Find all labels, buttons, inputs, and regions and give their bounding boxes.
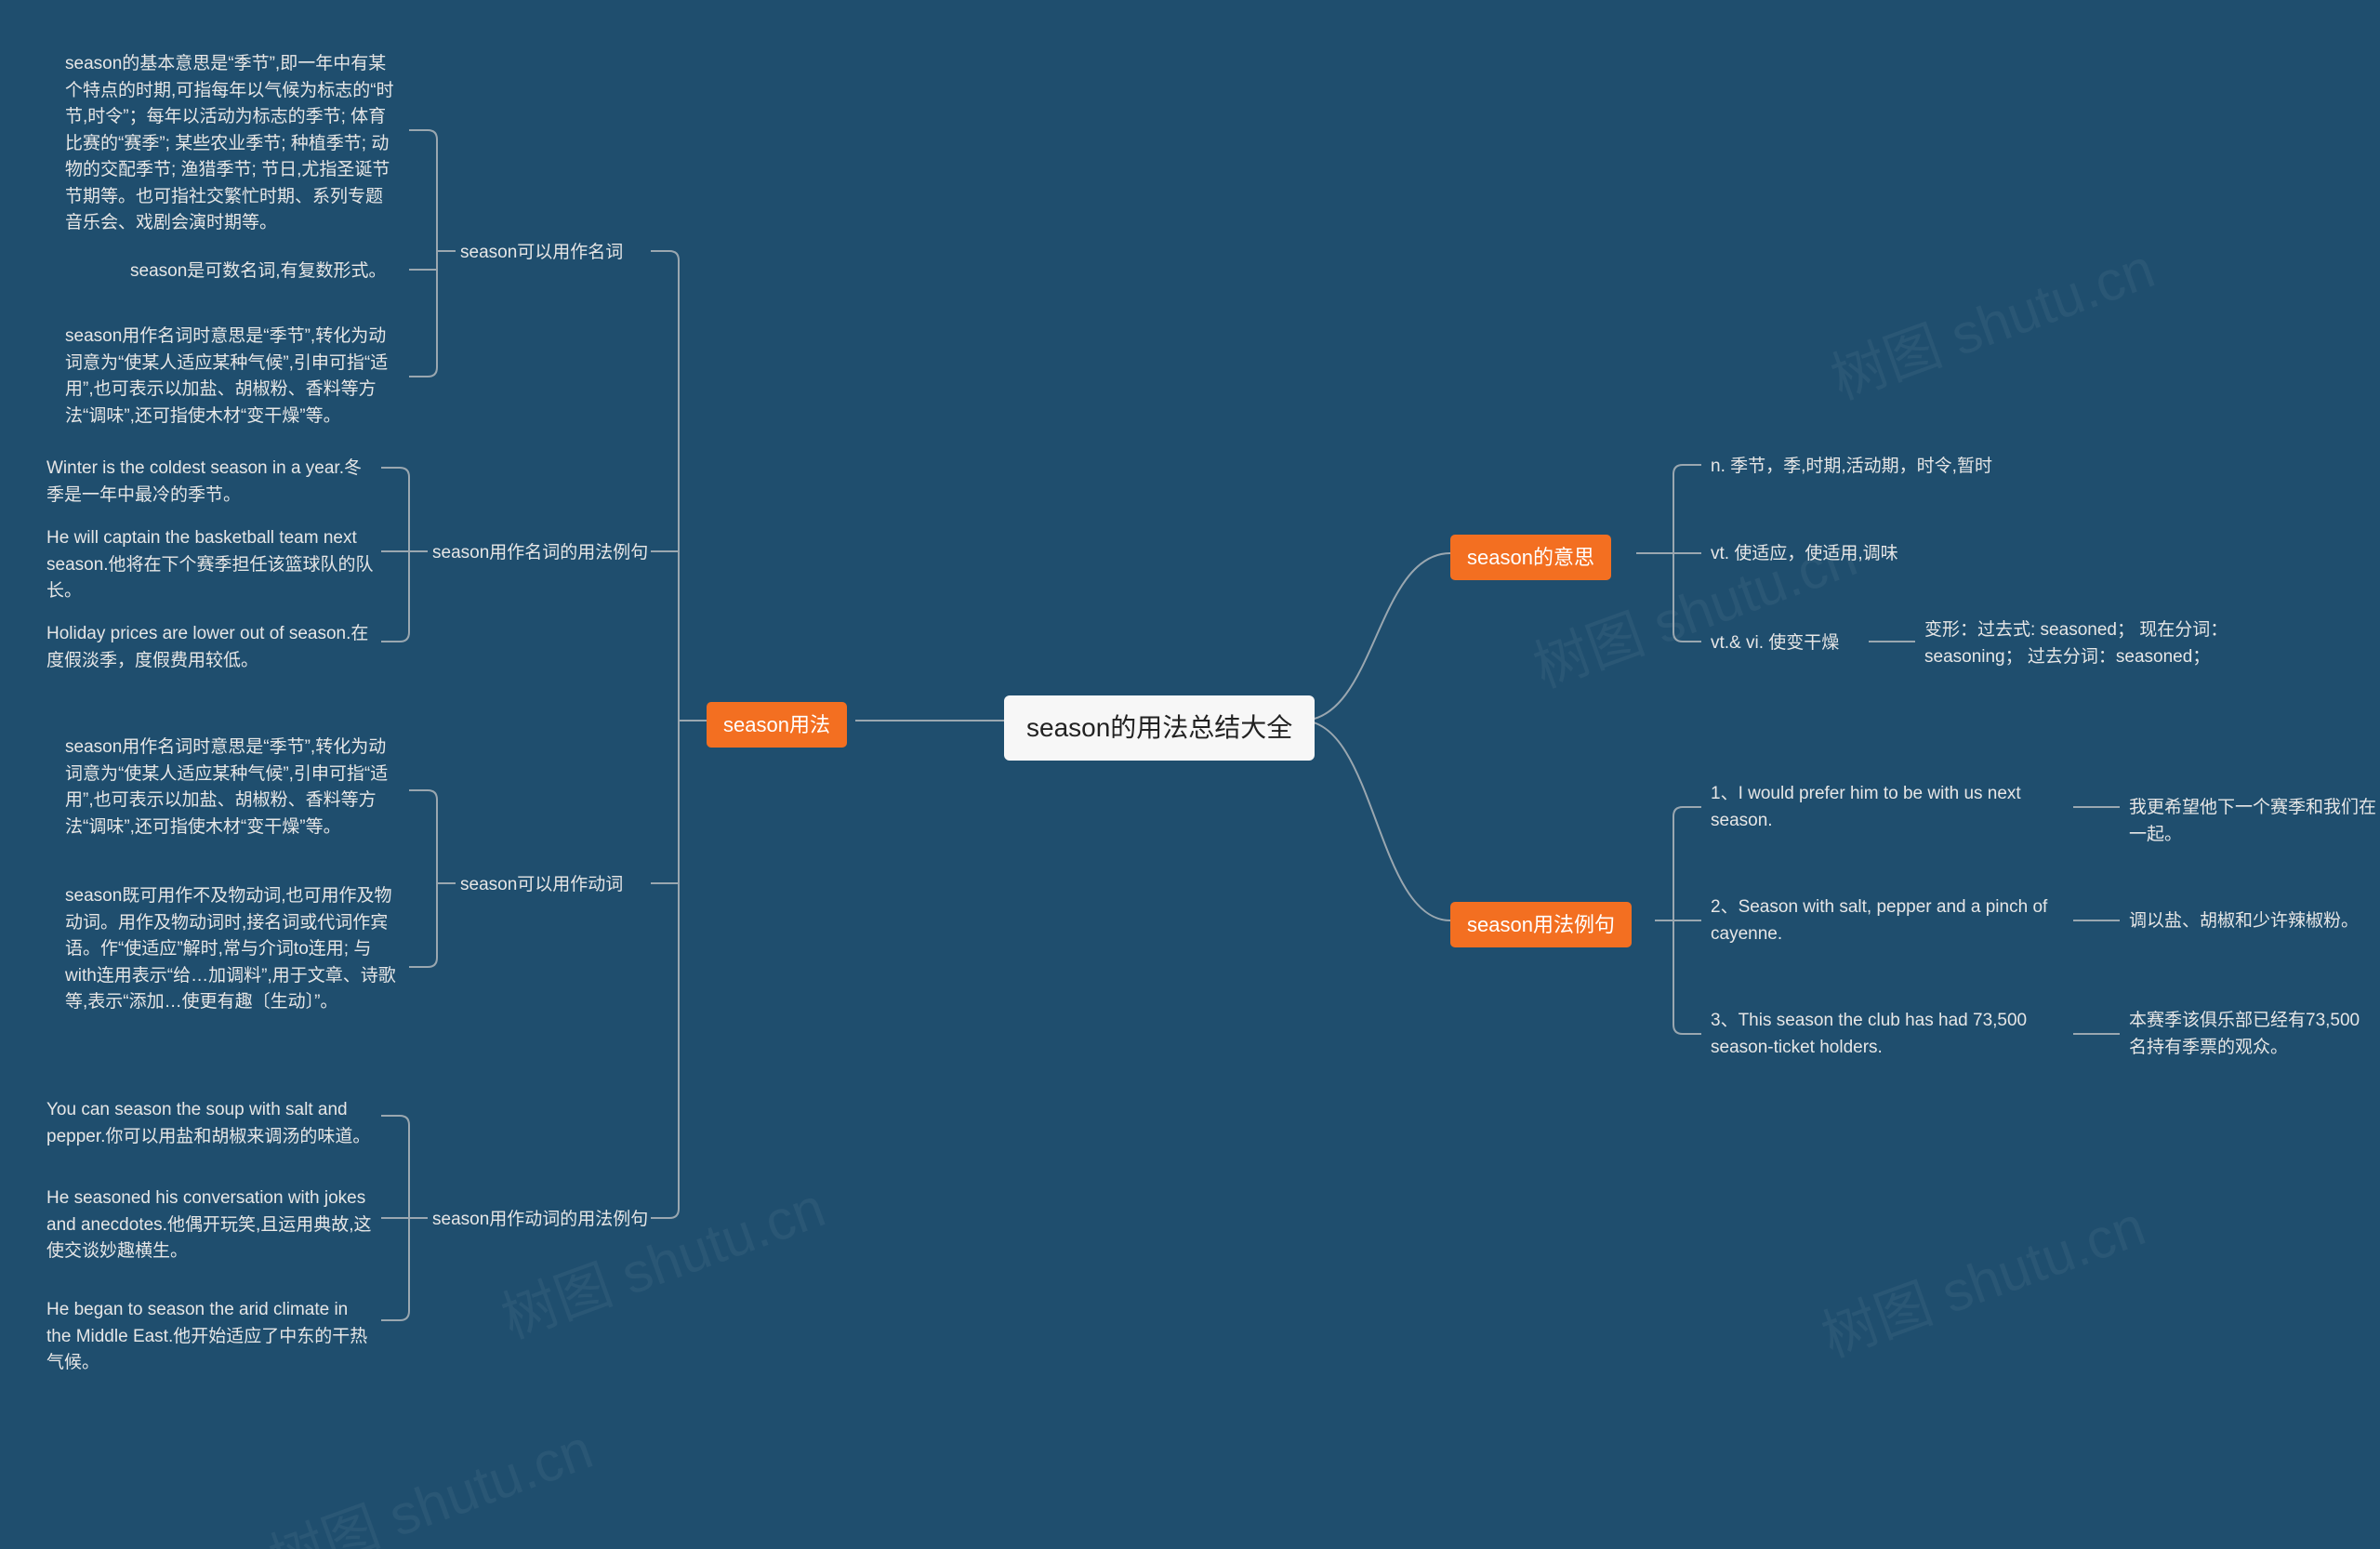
example-3: 3、This season the club has had 73,500 se…	[1711, 1008, 2073, 1061]
noun-item-3: season用作名词时意思是“季节”,转化为动词意为“使某人适应某种气候”,引申…	[65, 324, 400, 430]
branch-examples[interactable]: season用法例句	[1450, 902, 1632, 947]
meaning-item-3: vt.& vi. 使变干燥	[1711, 630, 1839, 657]
root-node[interactable]: season的用法总结大全	[1004, 695, 1315, 761]
noun-ex-3: Holiday prices are lower out of season.在…	[46, 621, 377, 674]
group-noun: season可以用作名词	[460, 240, 623, 267]
noun-ex-2: He will captain the basketball team next…	[46, 525, 377, 605]
verb-item-2: season既可用作不及物动词,也可用作及物动词。用作及物动词时,接名词或代词作…	[65, 883, 400, 1016]
example-3-sub: 本赛季该俱乐部已经有73,500名持有季票的观众。	[2129, 1008, 2371, 1061]
noun-item-2: season是可数名词,有复数形式。	[130, 258, 387, 285]
verb-ex-3: He began to season the arid climate in t…	[46, 1297, 377, 1377]
meaning-item-2: vt. 使适应，使适用,调味	[1711, 541, 1898, 568]
verb-ex-1: You can season the soup with salt and pe…	[46, 1097, 377, 1150]
example-2-sub: 调以盐、胡椒和少许辣椒粉。	[2129, 908, 2359, 935]
noun-item-1: season的基本意思是“季节”,即一年中有某个特点的时期,可指每年以气候为标志…	[65, 51, 400, 237]
example-1-sub: 我更希望他下一个赛季和我们在一起。	[2129, 795, 2380, 848]
watermark: 树图 shutu.cn	[1818, 223, 2163, 415]
group-verb-examples: season用作动词的用法例句	[432, 1207, 648, 1234]
branch-meaning[interactable]: season的意思	[1450, 535, 1611, 580]
verb-ex-2: He seasoned his conversation with jokes …	[46, 1185, 377, 1265]
noun-ex-1: Winter is the coldest season in a year.冬…	[46, 456, 377, 509]
meaning-item-3-sub: 变形：过去式: seasoned； 现在分词：seasoning； 过去分词：s…	[1924, 617, 2287, 670]
watermark: 树图 shutu.cn	[1809, 1181, 2154, 1372]
watermark: 树图 shutu.cn	[489, 1162, 834, 1354]
meaning-item-1: n. 季节，季,时期,活动期，时令,暂时	[1711, 454, 1992, 481]
watermark: 树图 shutu.cn	[257, 1404, 602, 1549]
branch-usage[interactable]: season用法	[707, 702, 847, 748]
group-verb: season可以用作动词	[460, 872, 623, 899]
example-2: 2、Season with salt, pepper and a pinch o…	[1711, 894, 2073, 947]
example-1: 1、I would prefer him to be with us next …	[1711, 781, 2073, 834]
verb-item-1: season用作名词时意思是“季节”,转化为动词意为“使某人适应某种气候”,引申…	[65, 735, 400, 841]
group-noun-examples: season用作名词的用法例句	[432, 540, 648, 567]
